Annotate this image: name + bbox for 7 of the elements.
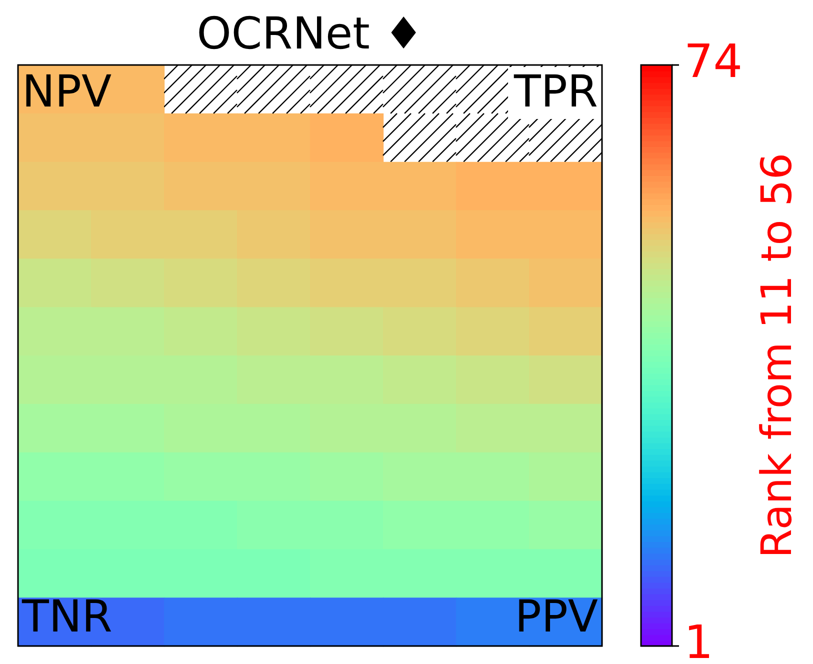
annotation: TNR bbox=[21, 591, 112, 642]
annotation: PPV bbox=[514, 591, 598, 642]
color-bar-label: 74 bbox=[684, 34, 743, 88]
chart-title: OCRNet ♦ bbox=[196, 8, 424, 60]
color-bar-title: Rank from 11 to 56 bbox=[752, 152, 801, 558]
annotation: NPV bbox=[22, 66, 112, 118]
color-bar-label: 1 bbox=[684, 614, 714, 664]
